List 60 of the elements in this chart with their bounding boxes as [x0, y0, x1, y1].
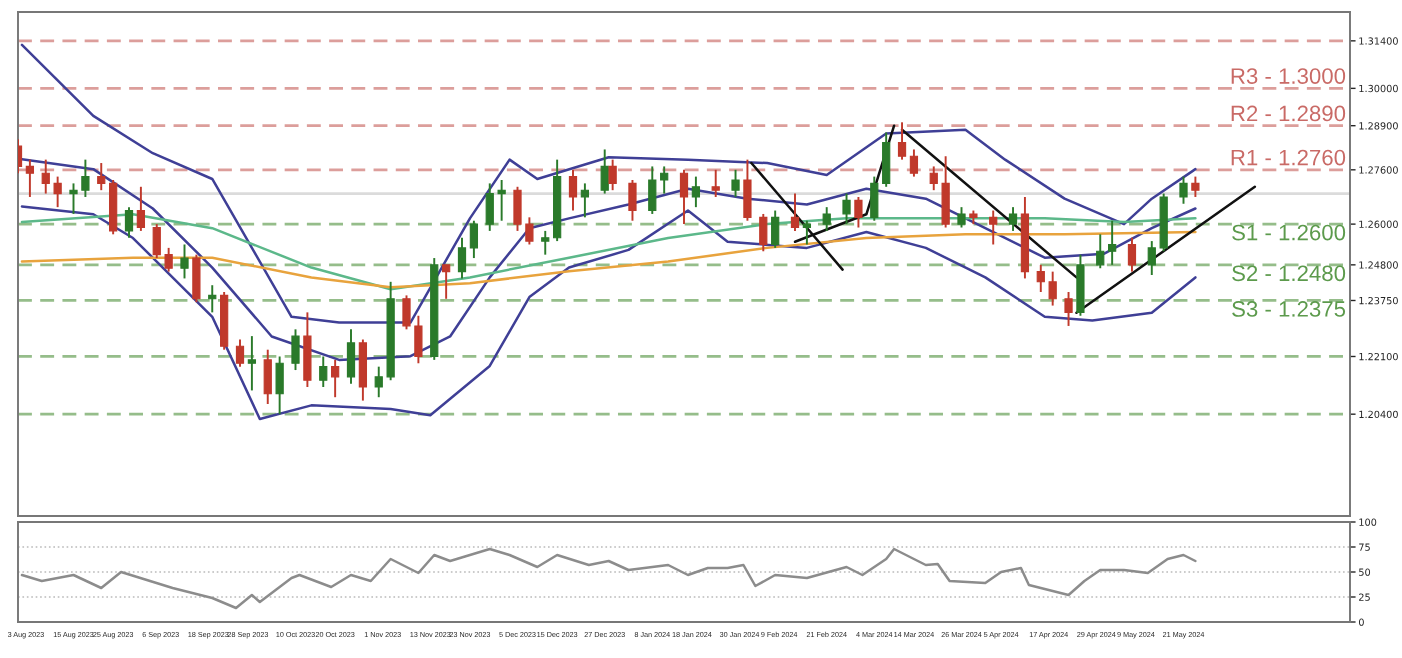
- candlestick: [124, 206, 134, 239]
- candlestick: [109, 179, 118, 236]
- candlestick: [263, 348, 272, 405]
- candlestick: [303, 311, 312, 388]
- candlestick: [1127, 236, 1137, 273]
- candlestick: [608, 158, 617, 192]
- candlestick: [541, 229, 550, 256]
- candlestick: [790, 192, 800, 232]
- candlestick: [346, 328, 356, 385]
- candlestick: [711, 168, 720, 198]
- candlestick: [180, 243, 189, 280]
- line-series: [20, 43, 1197, 324]
- candlestick: [136, 185, 146, 232]
- candlestick: [989, 209, 998, 246]
- ref-line-label: S3 - 1.2375: [1232, 301, 1346, 317]
- candlestick: [822, 206, 831, 232]
- candlestick: [291, 328, 300, 372]
- candlestick: [759, 212, 768, 253]
- candlestick: [1108, 219, 1117, 266]
- candlestick: [691, 175, 701, 209]
- ref-line-label: R2 - 1.2890: [1231, 105, 1346, 122]
- ref-line-label: R3 - 1.3000: [1231, 68, 1346, 84]
- candlestick: [679, 168, 689, 226]
- candlestick: [442, 263, 451, 300]
- candlestick: [235, 338, 245, 368]
- candlestick: [457, 236, 467, 280]
- line-series: [20, 547, 1197, 610]
- ref-line-label: S2 - 1.2480: [1232, 265, 1346, 282]
- line-series: [20, 230, 1197, 289]
- candlestick: [192, 253, 201, 304]
- candlestick: [909, 148, 919, 178]
- candlestick: [1076, 253, 1085, 317]
- candlestick: [319, 355, 328, 388]
- candlestick: [1191, 175, 1200, 198]
- candlestick: [1008, 206, 1018, 232]
- candlestick: [331, 358, 340, 399]
- candlestick: [802, 219, 812, 246]
- candlestick: [275, 355, 284, 416]
- candlestick: [1064, 291, 1073, 327]
- ref-line-label: S1 - 1.2600: [1232, 224, 1346, 241]
- candlestick: [1179, 175, 1188, 205]
- candlestick: [628, 179, 637, 222]
- candlestick: [731, 168, 740, 198]
- candlestick: [771, 209, 780, 249]
- candlestick: [469, 219, 479, 260]
- candlestick: [854, 196, 863, 229]
- candlestick: [1096, 233, 1105, 270]
- ref-line-label: R1 - 1.2760: [1231, 149, 1346, 166]
- line-series: [20, 205, 1197, 421]
- candlestick: [580, 182, 590, 219]
- candlestick: [247, 335, 257, 392]
- candlestick: [25, 158, 35, 198]
- candlestick: [568, 168, 578, 212]
- candlestick: [743, 158, 752, 222]
- candlestick: [97, 162, 106, 192]
- candlestick: [358, 338, 368, 402]
- candlestick: [842, 192, 851, 226]
- candlestick: [957, 206, 966, 229]
- candlestick: [600, 148, 609, 195]
- candlestick: [897, 121, 907, 161]
